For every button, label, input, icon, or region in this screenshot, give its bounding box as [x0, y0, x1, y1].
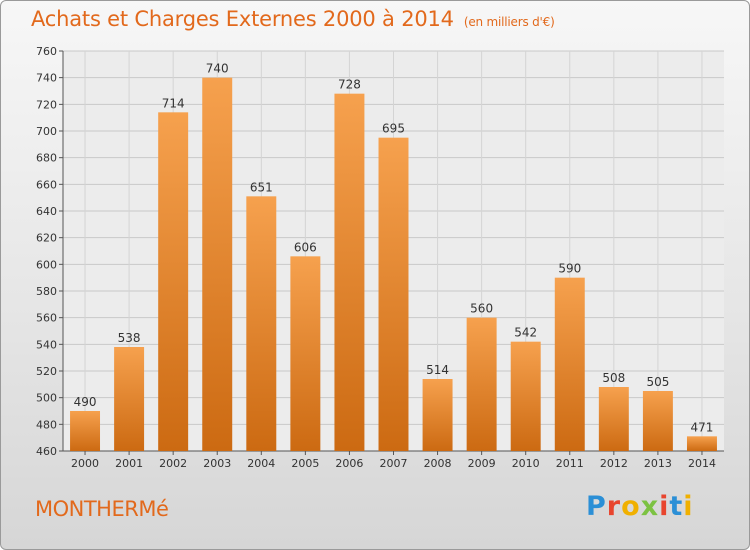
- value-label-2003: 740: [206, 62, 229, 76]
- y-tick-label: 560: [36, 312, 57, 325]
- value-label-2000: 490: [74, 395, 97, 409]
- x-tick-label-2002: 2002: [159, 457, 187, 470]
- y-tick-label: 500: [36, 392, 57, 405]
- bar-2005: [290, 256, 321, 451]
- bar-2014: [686, 436, 717, 451]
- bar-2002: [158, 112, 189, 451]
- y-tick-label: 660: [36, 178, 57, 191]
- logo-letter: x: [640, 491, 660, 522]
- x-tick-label-2007: 2007: [380, 457, 408, 470]
- chart-subtitle: (en milliers d'€): [463, 15, 555, 29]
- bar-2000: [70, 411, 101, 451]
- logo-letter: P: [586, 491, 607, 522]
- bar-2003: [202, 77, 233, 452]
- value-label-2011: 590: [558, 262, 581, 276]
- x-tick-label-2008: 2008: [424, 457, 452, 470]
- value-label-2012: 508: [602, 371, 625, 385]
- value-label-2010: 542: [514, 326, 537, 340]
- y-tick-label: 620: [36, 232, 57, 245]
- y-tick-label: 740: [36, 72, 57, 85]
- bar-2004: [246, 196, 277, 451]
- logo-letter: r: [606, 491, 622, 522]
- x-tick-label-2011: 2011: [556, 457, 584, 470]
- bar-2008: [422, 379, 453, 451]
- x-tick-label-2005: 2005: [291, 457, 319, 470]
- y-tick-label: 460: [36, 445, 57, 458]
- x-tick-label-2014: 2014: [688, 457, 716, 470]
- y-tick-label: 680: [36, 152, 57, 165]
- x-tick-label-2013: 2013: [644, 457, 672, 470]
- chart-title-text: Achats et Charges Externes 2000 à 2014: [31, 7, 454, 31]
- x-tick-label-2010: 2010: [512, 457, 540, 470]
- y-tick-label: 580: [36, 285, 57, 298]
- x-tick-label-2001: 2001: [115, 457, 143, 470]
- y-tick-label: 600: [36, 258, 57, 271]
- x-tick-label-2000: 2000: [71, 457, 99, 470]
- bars: [70, 77, 717, 452]
- y-tick-label: 700: [36, 125, 57, 138]
- value-label-2006: 728: [338, 78, 361, 92]
- x-tick-label-2006: 2006: [335, 457, 363, 470]
- value-label-2009: 560: [470, 302, 493, 316]
- y-tick-label: 540: [36, 338, 57, 351]
- commune-name: MONTHERMé: [35, 497, 169, 521]
- bar-2010: [510, 341, 541, 451]
- value-label-2007: 695: [382, 122, 405, 136]
- bar-2011: [554, 277, 585, 451]
- bar-2007: [378, 137, 409, 451]
- value-label-2002: 714: [162, 96, 185, 110]
- chart-title: Achats et Charges Externes 2000 à 2014 (e…: [31, 7, 555, 31]
- logo-letter: i: [683, 491, 694, 522]
- logo-letter: i: [659, 491, 670, 522]
- y-tick-label: 640: [36, 205, 57, 218]
- x-tick-label-2003: 2003: [203, 457, 231, 470]
- bar-2001: [114, 347, 145, 451]
- bar-2006: [334, 93, 365, 452]
- value-label-2004: 651: [250, 180, 273, 194]
- bar-2012: [598, 387, 629, 451]
- value-label-2005: 606: [294, 240, 317, 254]
- labels: 460 480 500 520 540 560 580 600 620 640 660 680 700 7…: [36, 45, 716, 470]
- value-label-2013: 505: [646, 375, 669, 389]
- y-tick-label: 480: [36, 418, 57, 431]
- value-label-2014: 471: [691, 420, 714, 434]
- y-tick-label: 720: [36, 98, 57, 111]
- logo-letter: t: [669, 491, 684, 522]
- proxiti-logo: Proxiti: [586, 491, 694, 522]
- y-tick-label: 760: [36, 45, 57, 58]
- x-tick-label-2009: 2009: [468, 457, 496, 470]
- x-tick-label-2004: 2004: [247, 457, 275, 470]
- x-tick-label-2012: 2012: [600, 457, 628, 470]
- value-label-2008: 514: [426, 363, 449, 377]
- bar-2009: [466, 317, 497, 451]
- y-tick-label: 520: [36, 365, 57, 378]
- value-label-2001: 538: [118, 331, 141, 345]
- bar-2013: [642, 391, 673, 451]
- logo-letter: o: [621, 491, 641, 522]
